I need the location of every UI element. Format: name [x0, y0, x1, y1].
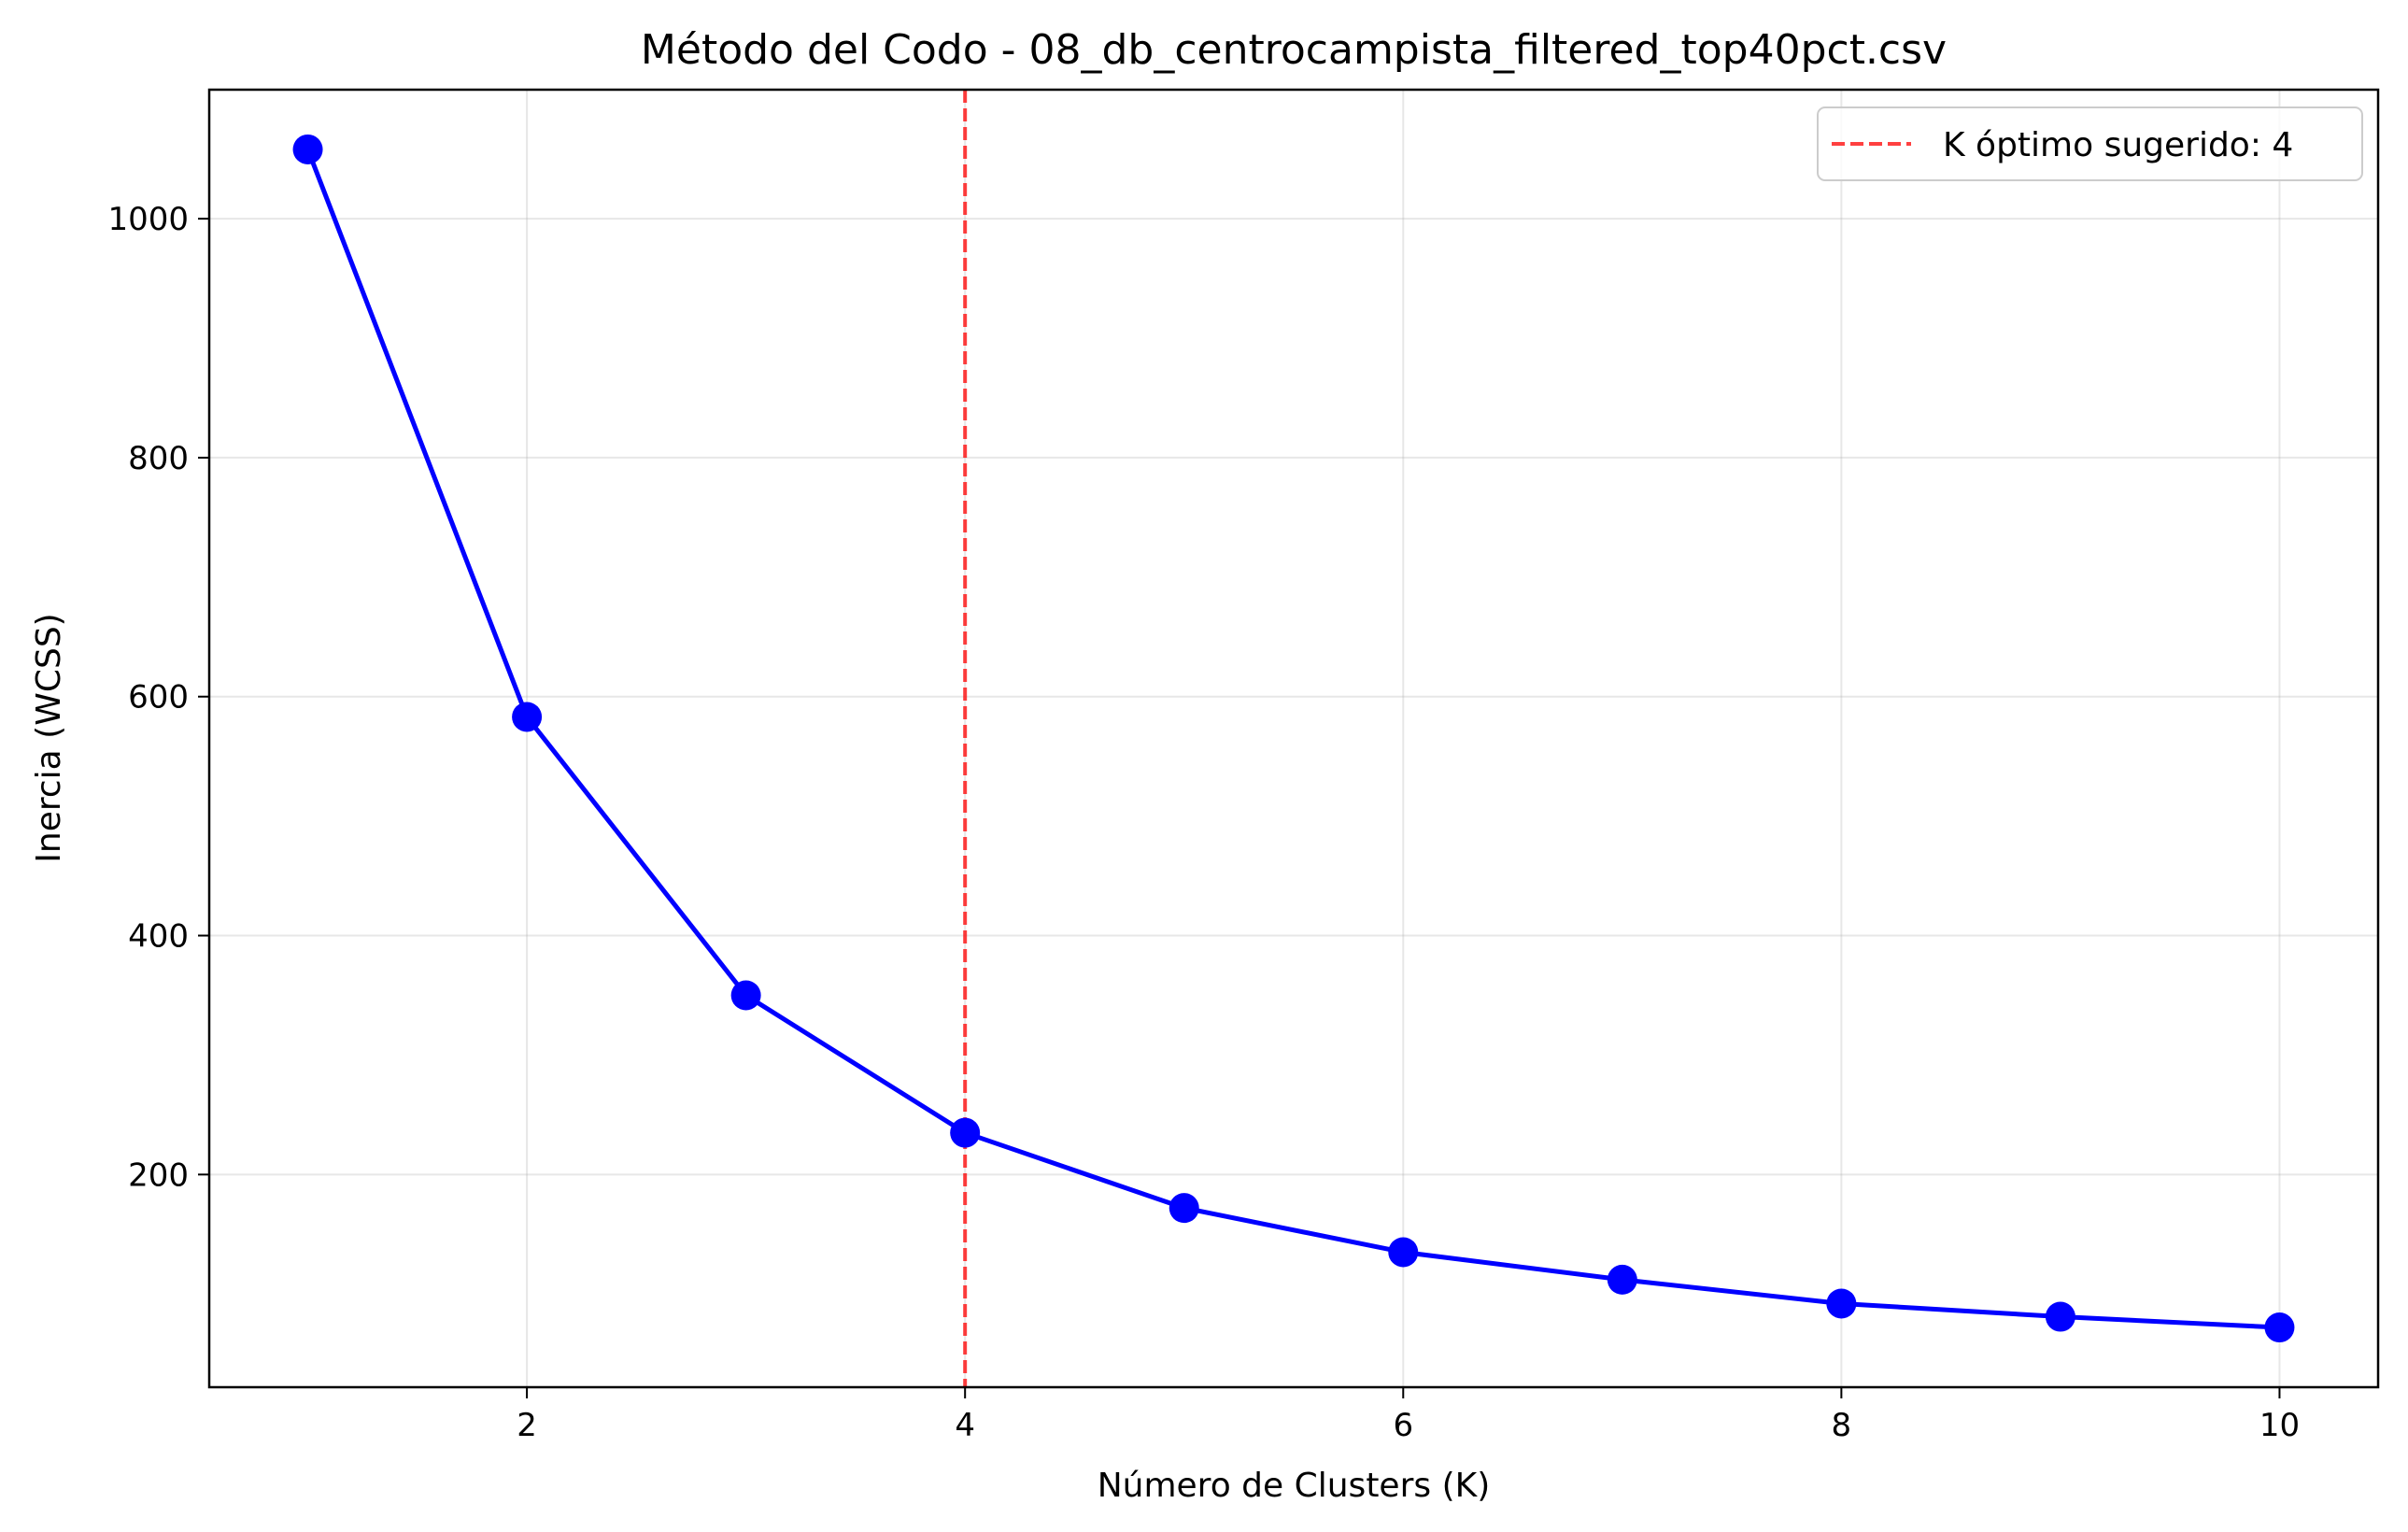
y-axis-label: Inercia (WCSS) [30, 613, 68, 862]
data-point [1607, 1264, 1637, 1295]
data-point [1169, 1193, 1199, 1224]
x-tick-label: 6 [1393, 1407, 1413, 1444]
x-axis-label: Número de Clusters (K) [1098, 1467, 1491, 1505]
x-tick-label: 2 [517, 1407, 537, 1444]
data-point [292, 134, 323, 164]
series-line [305, 149, 2280, 1330]
data-point [1826, 1288, 1857, 1319]
grid [209, 90, 2378, 1387]
plot-frame [207, 88, 2380, 1389]
legend-box [1817, 106, 2363, 181]
chart-title: Método del Codo - 08_db_centrocampista_f… [641, 26, 1947, 74]
data-point [730, 980, 761, 1011]
x-tick-label: 4 [955, 1407, 975, 1444]
series-layer [292, 134, 2295, 1343]
legend: K óptimo sugerido: 4 [1817, 106, 2363, 181]
data-point [2045, 1301, 2075, 1332]
y-tick-label: 400 [128, 918, 189, 956]
data-point [2264, 1312, 2295, 1343]
x-tick-label: 8 [1832, 1407, 1852, 1444]
y-tick-label: 600 [128, 679, 189, 716]
y-tick-label: 1000 [107, 201, 189, 238]
data-point [1388, 1237, 1419, 1268]
y-tick-label: 800 [128, 440, 189, 477]
data-point [512, 702, 543, 732]
ticks: 2 4 6 8 10 200 400 600 800 1000 [107, 201, 2300, 1444]
data-point [950, 1117, 981, 1148]
x-tick-label: 10 [2259, 1407, 2300, 1444]
y-tick-label: 200 [128, 1156, 189, 1194]
legend-label: K óptimo sugerido: 4 [1943, 126, 2293, 164]
